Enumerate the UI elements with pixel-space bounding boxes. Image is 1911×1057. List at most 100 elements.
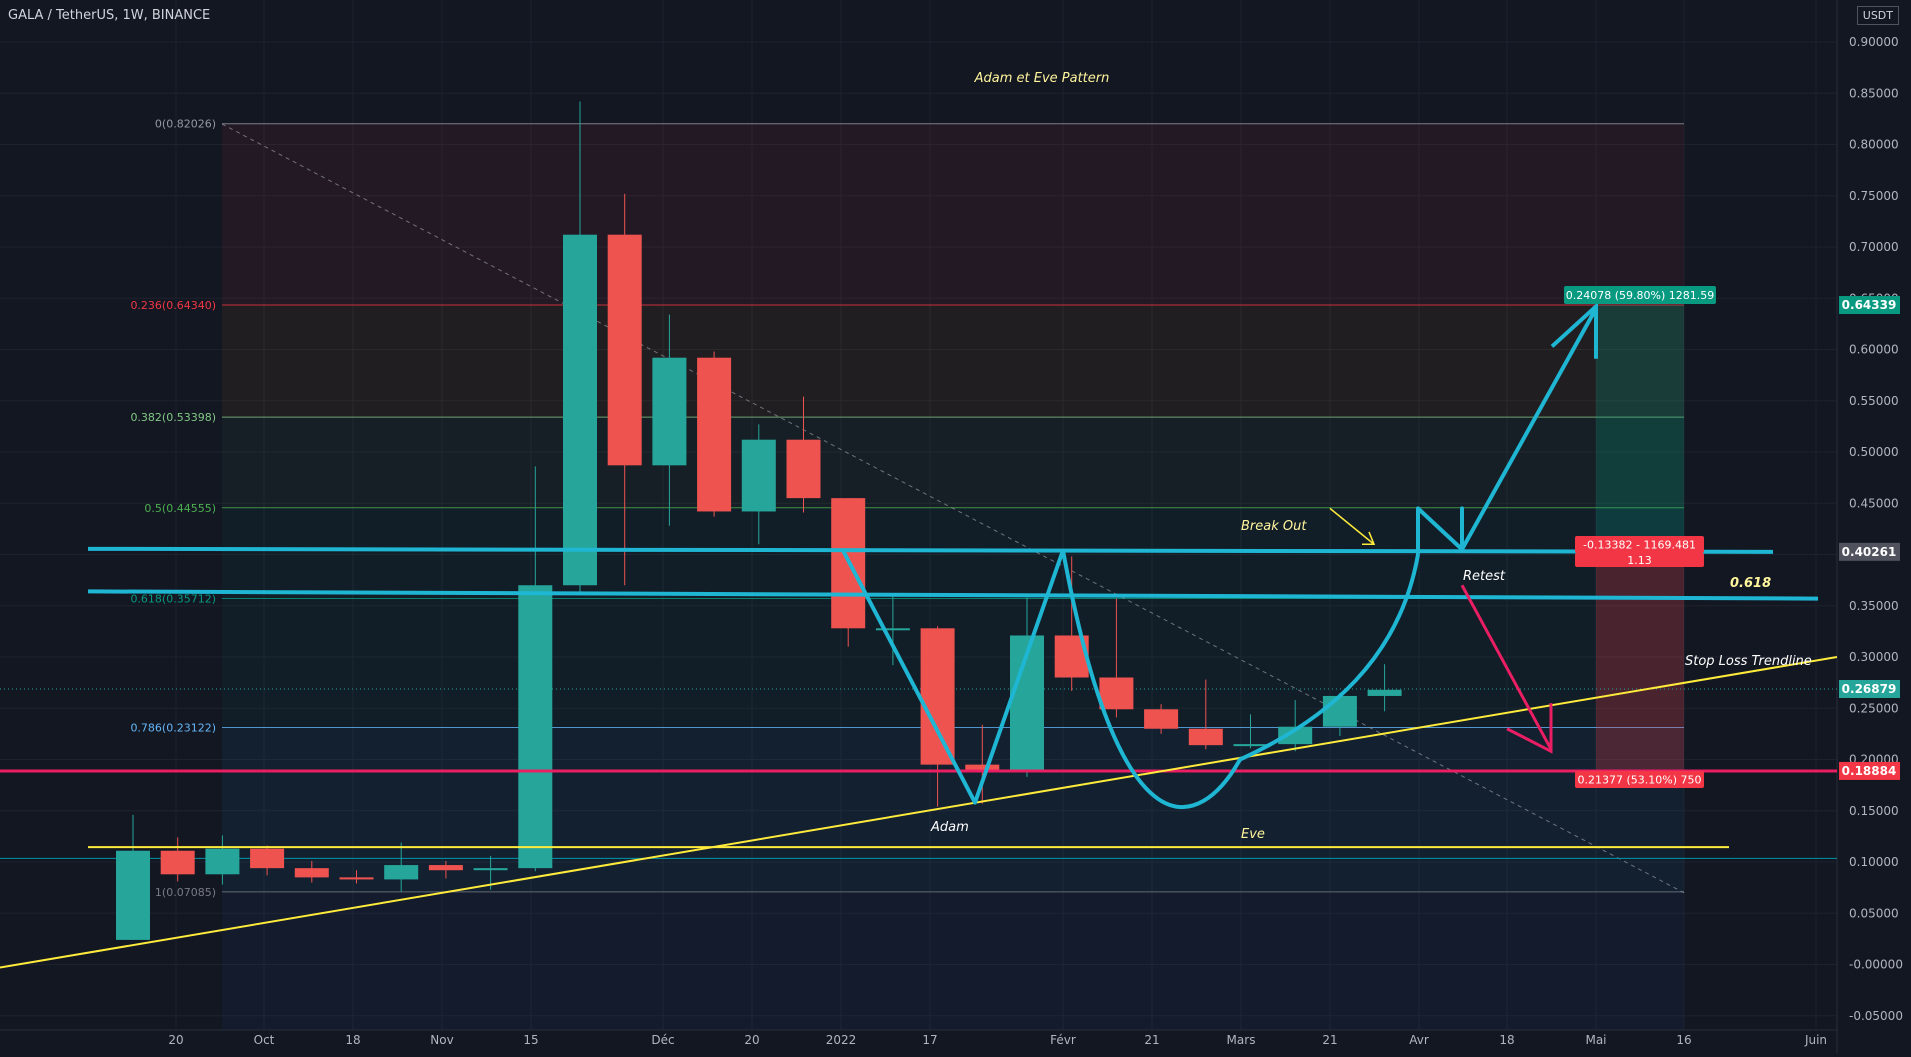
position-stop-label-bg — [1575, 771, 1704, 788]
candle-body — [1144, 709, 1179, 729]
annotation-break-out: Break Out — [1241, 519, 1307, 534]
target-arrowhead — [1550, 301, 1598, 359]
fib-level-label: 1(0.07085) — [155, 886, 216, 899]
x-tick-label: 20 — [744, 1033, 759, 1047]
candle-body — [339, 877, 374, 880]
annotation-retest: Retest — [1463, 569, 1506, 584]
position-target-label-bg — [1564, 286, 1716, 304]
x-tick-label: Févr — [1050, 1033, 1076, 1047]
price-axis-tag: 0.64339 — [1839, 296, 1900, 315]
position-target-label-text: 0.24078 (59.80%) 1281.59 — [1566, 289, 1715, 302]
bearish-arrowhead — [1506, 703, 1553, 754]
candle — [652, 314, 687, 526]
resistance-line — [87, 546, 1774, 554]
candle — [920, 626, 955, 807]
y-tick-label: 0.85000 — [1849, 86, 1899, 100]
position-entry-label-text: -0.13382 - 1169.481 — [1583, 539, 1696, 552]
price-axis-tag: 0.26879 — [1839, 679, 1900, 698]
annotation-level-0618: 0.618 — [1730, 576, 1771, 591]
position-ratio-label: 1.13 — [1575, 553, 1704, 567]
y-tick-label: -0.05000 — [1849, 1009, 1903, 1023]
fib-zone — [222, 123, 1684, 306]
candle-body — [965, 764, 1000, 771]
fib-zone — [222, 305, 1684, 418]
candle-body — [920, 628, 955, 765]
candle-body — [116, 850, 150, 940]
adam-pattern — [841, 549, 1065, 805]
position-entry-label-bg — [1575, 536, 1704, 553]
y-tick-label: 0.35000 — [1849, 599, 1899, 613]
candle-body — [294, 868, 329, 878]
candle-body — [1233, 744, 1268, 747]
symbol-header[interactable]: GALA / TetherUS, 1W, BINANCE — [8, 8, 211, 23]
candle-body — [1367, 689, 1402, 696]
candle — [428, 860, 463, 879]
price-axis-tag-text: 0.18884 — [1842, 764, 1897, 778]
price-axis-tag-bg — [1839, 761, 1900, 780]
x-tick-label: Avr — [1409, 1033, 1429, 1047]
candle — [339, 870, 374, 884]
x-tick-label: 17 — [922, 1033, 937, 1047]
x-tick-label: Oct — [254, 1033, 275, 1047]
y-tick-label: 0.25000 — [1849, 701, 1899, 715]
x-tick-label: 15 — [523, 1033, 538, 1047]
candle-body — [741, 439, 776, 512]
candle — [160, 837, 195, 882]
candle-body — [384, 865, 419, 880]
x-tick-label: Mai — [1585, 1033, 1606, 1047]
breakout-path — [1416, 307, 1598, 555]
candle — [116, 814, 150, 940]
candle-body — [1278, 726, 1313, 745]
stop-loss-trendline — [0, 656, 1838, 969]
fib-level-label: 0.786(0.23122) — [130, 721, 216, 734]
chart-title: Adam et Eve Pattern — [974, 71, 1110, 86]
x-tick-label: 16 — [1676, 1033, 1691, 1047]
y-tick-label: 0.70000 — [1849, 240, 1899, 254]
candle — [1099, 598, 1134, 718]
position-target-label: 0.24078 (59.80%) 1281.59 — [1564, 286, 1716, 304]
annotation-stop-loss: Stop Loss Trendline — [1685, 654, 1812, 669]
breakout-pointer-head — [1362, 531, 1376, 545]
fib-level-label: 0.618(0.35712) — [130, 592, 216, 605]
x-tick-label: Nov — [430, 1033, 453, 1047]
candle — [250, 845, 285, 876]
y-tick-label: -0.00000 — [1849, 958, 1903, 972]
y-tick-label: 0.80000 — [1849, 138, 1899, 152]
candle — [205, 835, 240, 885]
candle — [384, 842, 419, 892]
fib-level-label: 0.5(0.44555) — [144, 502, 216, 515]
candle — [563, 101, 597, 594]
candle — [786, 396, 821, 513]
candle-body — [428, 865, 463, 871]
bearish-arrow — [1460, 584, 1553, 750]
candle-body — [652, 357, 687, 466]
annotation-adam: Adam — [930, 820, 969, 835]
candle — [1322, 692, 1357, 736]
candle-body — [518, 585, 553, 869]
fib-level-label: 0.382(0.53398) — [130, 411, 216, 424]
y-tick-label: 0.50000 — [1849, 445, 1899, 459]
candle-body — [875, 628, 910, 631]
y-tick-label: 0.55000 — [1849, 394, 1899, 408]
x-tick-label: 21 — [1322, 1033, 1337, 1047]
price-axis-tag: 0.18884 — [1839, 761, 1900, 780]
candle — [294, 860, 329, 883]
price-axis-tag: 0.40261 — [1839, 542, 1900, 561]
candle — [697, 351, 732, 517]
x-tick-label: 18 — [1499, 1033, 1514, 1047]
price-axis-tag-text: 0.64339 — [1842, 298, 1897, 312]
candle — [607, 193, 642, 586]
y-tick-label: 0.60000 — [1849, 343, 1899, 357]
currency-badge[interactable]: USDT — [1856, 6, 1899, 25]
candle-body — [473, 868, 508, 871]
fib-zone — [222, 891, 1684, 1030]
candle-body — [1322, 695, 1357, 727]
y-tick-label: 0.90000 — [1849, 35, 1899, 49]
price-axis-tag-bg — [1839, 296, 1900, 315]
y-tick-label: 0.45000 — [1849, 496, 1899, 510]
candle — [831, 498, 866, 647]
position-entry-label: -0.13382 - 1169.481 — [1575, 536, 1704, 553]
candle-body — [697, 357, 732, 512]
